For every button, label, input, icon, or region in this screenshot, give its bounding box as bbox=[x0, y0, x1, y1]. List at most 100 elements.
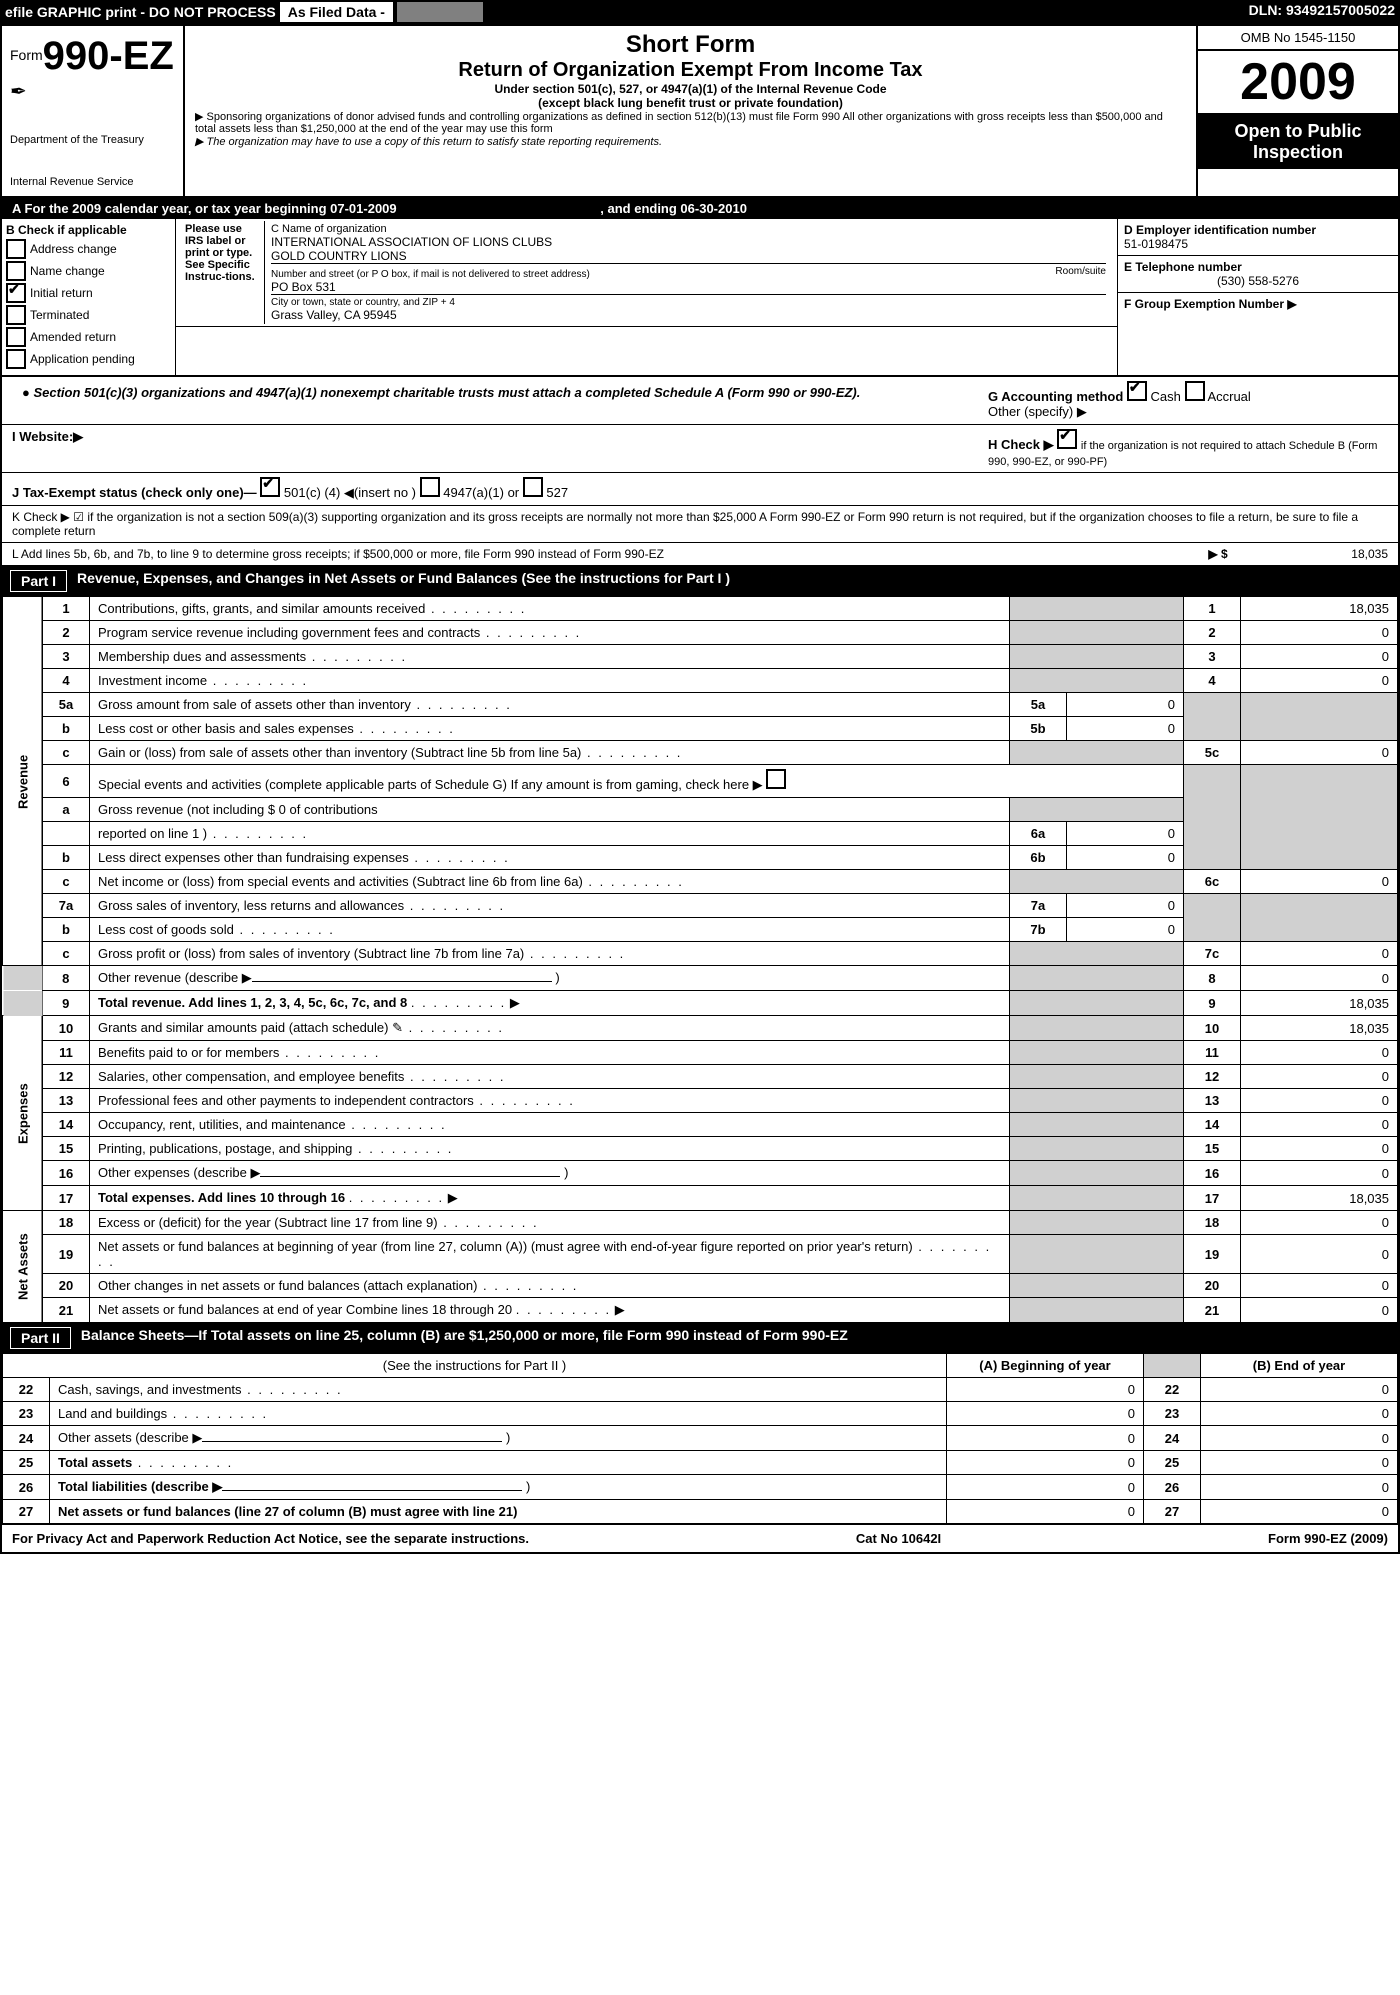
checkbox-initial[interactable] bbox=[6, 283, 26, 303]
line-18-desc: Excess or (deficit) for the year (Subtra… bbox=[90, 1211, 1010, 1235]
line-8-val: 0 bbox=[1241, 966, 1398, 991]
label-address-change: Address change bbox=[30, 242, 117, 256]
period-begin: A For the 2009 calendar year, or tax yea… bbox=[12, 201, 397, 216]
col-b-header: (B) End of year bbox=[1201, 1354, 1398, 1378]
line-l-arrow: ▶ $ bbox=[1188, 547, 1248, 561]
checkbox-501c[interactable] bbox=[260, 477, 280, 497]
line-21-desc: Net assets or fund balances at end of ye… bbox=[98, 1302, 512, 1317]
asfiled-spacer bbox=[397, 2, 483, 22]
part-2-label: Part II bbox=[10, 1327, 71, 1349]
checkbox-terminated[interactable] bbox=[6, 305, 26, 325]
line-6a-val: 0 bbox=[1067, 822, 1184, 846]
bs-22-desc: Cash, savings, and investments bbox=[50, 1378, 947, 1402]
line-6b-val: 0 bbox=[1067, 846, 1184, 870]
line-14-desc: Occupancy, rent, utilities, and maintena… bbox=[90, 1113, 1010, 1137]
checkbox-pending[interactable] bbox=[6, 349, 26, 369]
label-cash: Cash bbox=[1151, 389, 1181, 404]
line-6c-val: 0 bbox=[1241, 870, 1398, 894]
line-9-desc: Total revenue. Add lines 1, 2, 3, 4, 5c,… bbox=[98, 995, 407, 1010]
ein-label: D Employer identification number bbox=[1124, 223, 1392, 237]
line-19-val: 0 bbox=[1241, 1235, 1398, 1274]
line-11-val: 0 bbox=[1241, 1041, 1398, 1065]
line-7c-val: 0 bbox=[1241, 942, 1398, 966]
line-5a-desc: Gross amount from sale of assets other t… bbox=[90, 693, 1010, 717]
line-1-desc: Contributions, gifts, grants, and simila… bbox=[90, 597, 1010, 621]
line-6b-desc: Less direct expenses other than fundrais… bbox=[90, 846, 1010, 870]
form-no-big: 990-EZ bbox=[43, 34, 174, 78]
street-address: PO Box 531 bbox=[271, 280, 1106, 294]
short-form-title: Short Form bbox=[195, 31, 1186, 59]
line-5b-desc: Less cost or other basis and sales expen… bbox=[90, 717, 1010, 741]
checkbox-amended[interactable] bbox=[6, 327, 26, 347]
efile-text: efile GRAPHIC print - DO NOT PROCESS bbox=[5, 4, 276, 20]
city-label: City or town, state or country, and ZIP … bbox=[271, 294, 1106, 308]
checkbox-4947[interactable] bbox=[420, 477, 440, 497]
room-label: Room/suite bbox=[1055, 266, 1106, 277]
line-16-desc: Other expenses (describe ▶ bbox=[98, 1165, 260, 1180]
line-4-val: 0 bbox=[1241, 669, 1398, 693]
line-2-desc: Program service revenue including govern… bbox=[90, 621, 1010, 645]
line-7b-val: 0 bbox=[1067, 918, 1184, 942]
line-l-value: 18,035 bbox=[1248, 547, 1388, 561]
top-bar: efile GRAPHIC print - DO NOT PROCESS As … bbox=[0, 0, 1400, 24]
line-10-desc: Grants and similar amounts paid (attach … bbox=[90, 1016, 1010, 1041]
form-number: Form990-EZ bbox=[10, 34, 175, 79]
part-2-header: Part II Balance Sheets—If Total assets o… bbox=[2, 1323, 1398, 1353]
line-14-val: 0 bbox=[1241, 1113, 1398, 1137]
part2-see: (See the instructions for Part II ) bbox=[3, 1354, 947, 1378]
line-l-text: L Add lines 5b, 6b, and 7b, to line 9 to… bbox=[12, 547, 1188, 561]
line-5a-val: 0 bbox=[1067, 693, 1184, 717]
subtitle-1: Under section 501(c), 527, or 4947(a)(1)… bbox=[195, 82, 1186, 96]
balance-table: (See the instructions for Part II ) (A) … bbox=[2, 1353, 1398, 1524]
line-7c-desc: Gross profit or (loss) from sales of inv… bbox=[90, 942, 1010, 966]
line-9-val: 18,035 bbox=[1241, 991, 1398, 1016]
j-501c: 501(c) (4) ◀(insert no ) bbox=[284, 485, 416, 500]
omb-number: OMB No 1545-1150 bbox=[1198, 26, 1398, 51]
accounting-method-label: G Accounting method bbox=[988, 389, 1123, 404]
side-net-assets: Net Assets bbox=[3, 1211, 43, 1323]
checkbox-527[interactable] bbox=[523, 477, 543, 497]
addr-label: Number and street (or P O box, if mail i… bbox=[271, 269, 590, 280]
checkbox-h[interactable] bbox=[1057, 429, 1077, 449]
line-7a-val: 0 bbox=[1067, 894, 1184, 918]
bs-24-b: 0 bbox=[1201, 1426, 1398, 1451]
j-label: J Tax-Exempt status (check only one)— bbox=[12, 485, 257, 500]
part-1-title: Revenue, Expenses, and Changes in Net As… bbox=[77, 570, 730, 592]
checkbox-gaming[interactable] bbox=[766, 769, 786, 789]
bs-26-desc: Total liabilities (describe ▶ bbox=[58, 1479, 222, 1494]
bs-27-desc: Net assets or fund balances (line 27 of … bbox=[58, 1504, 517, 1519]
line-21-val: 0 bbox=[1241, 1298, 1398, 1323]
line-k-text: K Check ▶ ☑ if the organization is not a… bbox=[2, 506, 1398, 543]
period-end: , and ending 06-30-2010 bbox=[600, 201, 747, 216]
checkbox-name[interactable] bbox=[6, 261, 26, 281]
checkbox-accrual[interactable] bbox=[1185, 381, 1205, 401]
bs-24-desc: Other assets (describe ▶ bbox=[58, 1430, 202, 1445]
label-name-change: Name change bbox=[30, 264, 105, 278]
part-1-label: Part I bbox=[10, 570, 67, 592]
checkbox-address[interactable] bbox=[6, 239, 26, 259]
bs-25-b: 0 bbox=[1201, 1451, 1398, 1475]
tel-label: E Telephone number bbox=[1124, 260, 1392, 274]
form-prefix: Form bbox=[10, 47, 43, 63]
form-container: Form990-EZ ✒ Department of the Treasury … bbox=[0, 24, 1400, 1554]
side-revenue: Revenue bbox=[3, 597, 43, 966]
bs-25-desc: Total assets bbox=[58, 1455, 132, 1470]
bs-22-a: 0 bbox=[947, 1378, 1144, 1402]
line-11-desc: Benefits paid to or for members bbox=[90, 1041, 1010, 1065]
footer-left: For Privacy Act and Paperwork Reduction … bbox=[12, 1531, 529, 1546]
line-20-val: 0 bbox=[1241, 1274, 1398, 1298]
part-2-title: Balance Sheets—If Total assets on line 2… bbox=[81, 1327, 848, 1349]
dept-treasury: Department of the Treasury bbox=[10, 134, 175, 146]
line-16-val: 0 bbox=[1241, 1161, 1398, 1186]
bs-27-b: 0 bbox=[1201, 1500, 1398, 1524]
bs-23-a: 0 bbox=[947, 1402, 1144, 1426]
line-13-desc: Professional fees and other payments to … bbox=[90, 1089, 1010, 1113]
org-name-2: GOLD COUNTRY LIONS bbox=[271, 249, 1106, 263]
check-column: B Check if applicable Address change Nam… bbox=[2, 219, 176, 375]
main-title: Return of Organization Exempt From Incom… bbox=[195, 59, 1186, 82]
city-value: Grass Valley, CA 95945 bbox=[271, 308, 1106, 322]
label-other-specify: Other (specify) ▶ bbox=[988, 404, 1388, 420]
line-8-desc: Other revenue (describe ▶ bbox=[98, 970, 252, 985]
checkbox-cash[interactable] bbox=[1127, 381, 1147, 401]
dln-text: DLN: 93492157005022 bbox=[1249, 2, 1395, 22]
